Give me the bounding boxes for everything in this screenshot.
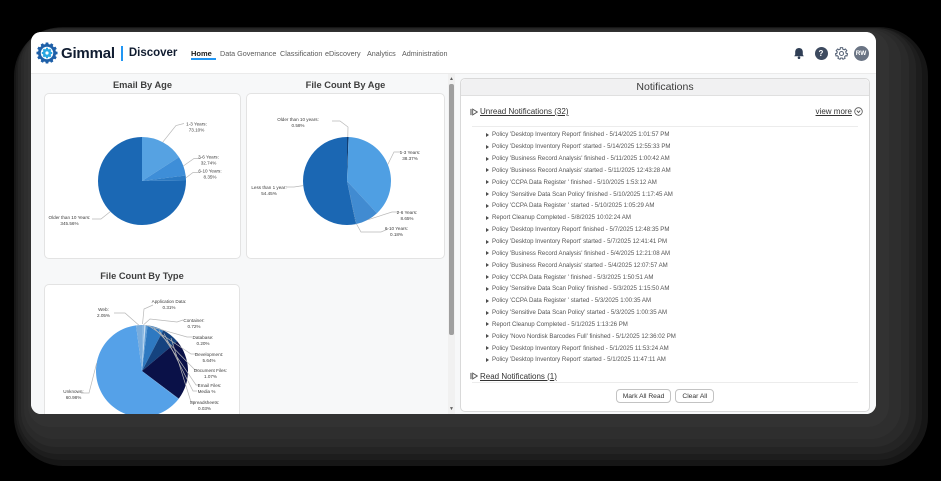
- svg-text:1-3 Years:: 1-3 Years:: [186, 122, 207, 127]
- svg-text:0.31%: 0.31%: [162, 305, 175, 310]
- svg-text:Spreadsheets:: Spreadsheets:: [190, 400, 220, 405]
- svg-text:2-6 Years:: 2-6 Years:: [397, 210, 418, 215]
- svg-text:Older than 10 years:: Older than 10 years:: [277, 117, 319, 122]
- svg-text:Application Data:: Application Data:: [152, 299, 187, 304]
- svg-text:Email Files:: Email Files:: [198, 383, 222, 388]
- svg-text:0.72%: 0.72%: [187, 324, 200, 329]
- svg-text:6-10 Years:: 6-10 Years:: [385, 226, 408, 231]
- svg-text:8.35%: 8.35%: [203, 175, 216, 180]
- svg-text:38.37%: 38.37%: [402, 156, 418, 161]
- svg-text:3-6 Years:: 3-6 Years:: [198, 155, 219, 160]
- svg-text:Container:: Container:: [183, 318, 204, 323]
- svg-text:6-10 Years:: 6-10 Years:: [198, 169, 221, 174]
- svg-text:Older than 10 Years:: Older than 10 Years:: [49, 215, 91, 220]
- svg-text:Web:: Web:: [98, 307, 109, 312]
- svg-text:Media %: Media %: [198, 389, 216, 394]
- svg-text:Less than 1 year:: Less than 1 year:: [251, 185, 286, 190]
- svg-text:73.10%: 73.10%: [189, 128, 205, 133]
- svg-text:1-3 Years:: 1-3 Years:: [400, 150, 421, 155]
- svg-text:5.64%: 5.64%: [202, 358, 215, 363]
- svg-text:Unknown:: Unknown:: [63, 389, 83, 394]
- svg-text:32.74%: 32.74%: [201, 161, 217, 166]
- svg-text:60.98%: 60.98%: [66, 395, 82, 400]
- svg-text:Development:: Development:: [195, 352, 223, 357]
- svg-text:0.03%: 0.03%: [198, 406, 211, 411]
- svg-text:0.58%: 0.58%: [291, 123, 304, 128]
- svg-text:Document Files:: Document Files:: [194, 368, 227, 373]
- svg-text:1.07%: 1.07%: [204, 374, 217, 379]
- svg-text:0.20%: 0.20%: [196, 341, 209, 346]
- svg-text:8.65%: 8.65%: [400, 216, 413, 221]
- svg-text:2.05%: 2.05%: [97, 313, 110, 318]
- svg-text:Database:: Database:: [193, 335, 214, 340]
- svg-text:54.45%: 54.45%: [261, 191, 277, 196]
- svg-text:0.18%: 0.18%: [390, 232, 403, 237]
- svg-text:345.56%: 345.56%: [60, 221, 78, 226]
